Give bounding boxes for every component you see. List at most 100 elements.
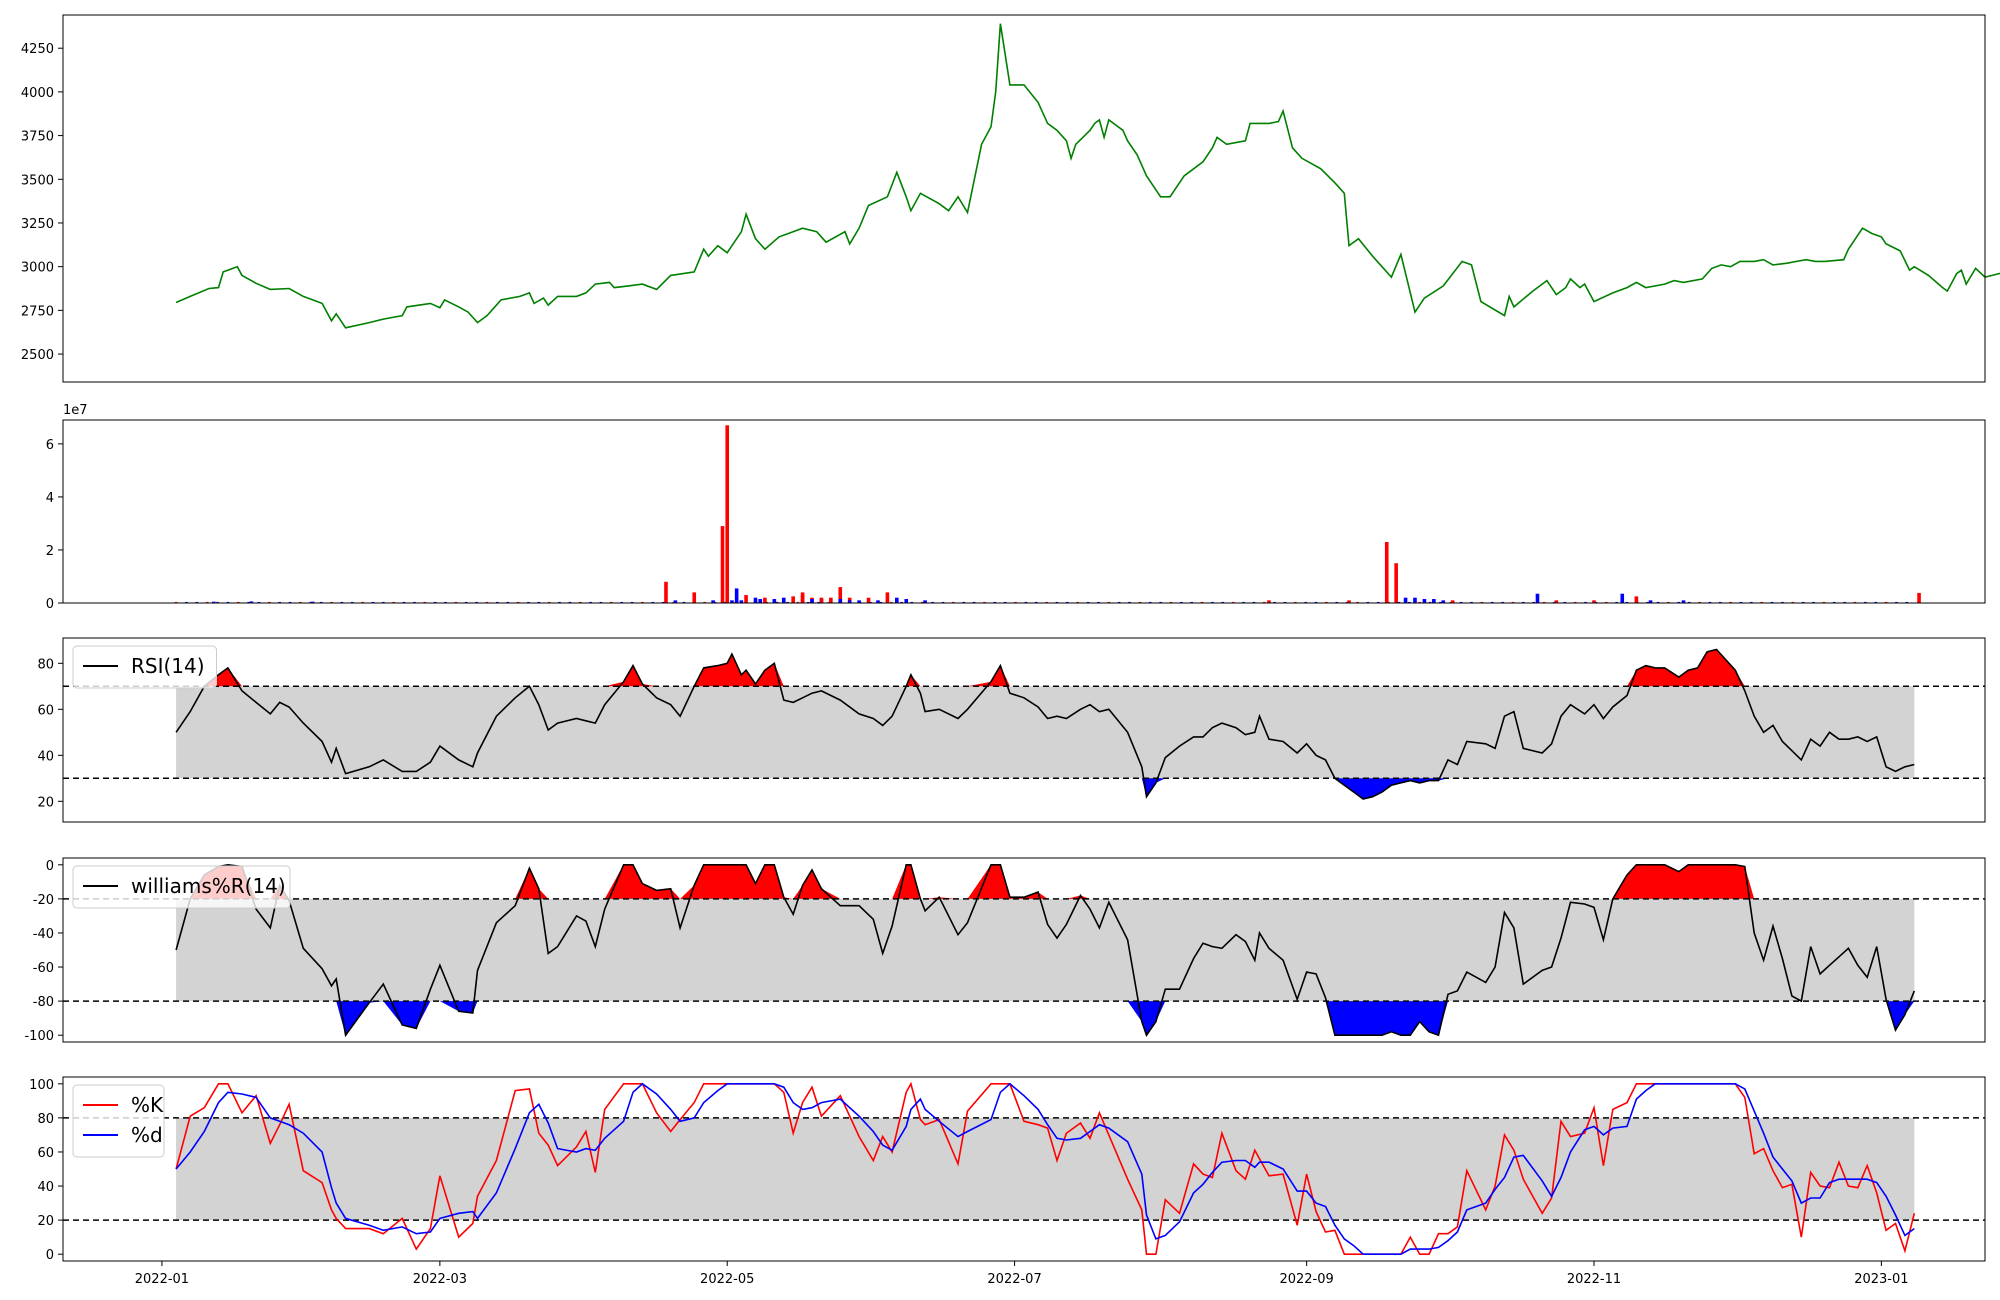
volume-bar <box>786 601 789 603</box>
volume-bar <box>1180 601 1183 603</box>
price-line <box>175 23 2000 329</box>
volume-bar <box>1843 601 1846 603</box>
volume-bar <box>753 597 758 603</box>
volume-bar <box>589 601 592 603</box>
volume-bar <box>692 592 697 603</box>
volume-bar <box>464 601 468 603</box>
volume-bar <box>382 601 385 603</box>
volume-bar <box>1677 601 1681 603</box>
volume-bar <box>268 601 271 603</box>
volume-bar <box>869 601 872 603</box>
volume-frame <box>62 419 1986 604</box>
volume-bar <box>340 601 344 603</box>
volume-bar <box>1169 601 1173 603</box>
volume-bar <box>1553 601 1556 603</box>
volume-ytick-label: 2 <box>46 544 54 559</box>
volume-bar <box>1200 601 1204 603</box>
volume-bar <box>402 601 406 603</box>
williams-overbought-fill <box>176 864 1915 899</box>
volume-bar <box>195 601 199 603</box>
williams-ytick-label: -40 <box>33 927 54 942</box>
volume-bar <box>703 601 706 603</box>
price-ytick-label: 3750 <box>21 130 54 145</box>
volume-bar <box>1387 601 1390 603</box>
volume-bar <box>672 601 675 603</box>
volume-bar <box>800 595 805 603</box>
volume-bar <box>641 601 644 603</box>
rsi-frame <box>62 637 1986 823</box>
stoch-legend-label: %K <box>131 1093 164 1117</box>
volume-bar <box>1620 593 1625 603</box>
volume-bar <box>1490 601 1494 603</box>
price-ytick-label: 2500 <box>21 348 54 363</box>
volume-bar <box>1432 599 1436 603</box>
volume-bar <box>1895 601 1898 603</box>
volume-bar <box>1535 593 1540 603</box>
williams-ytick-label: -80 <box>33 995 54 1010</box>
volume-bar <box>1314 601 1318 603</box>
volume-bar <box>876 600 880 603</box>
rsi-ytick-label: 80 <box>37 657 54 672</box>
volume-bar <box>827 601 831 603</box>
x-tick-label: 2022-01 <box>135 1272 189 1287</box>
volume-bar <box>1532 601 1536 603</box>
price-frame <box>62 14 1986 383</box>
price-ytick-label: 4250 <box>21 42 54 57</box>
x-tick-label: 2022-03 <box>413 1272 467 1287</box>
volume-bar <box>765 601 769 603</box>
volume-bar <box>900 601 903 603</box>
volume-bar <box>772 599 777 603</box>
volume-bar <box>1408 601 1411 603</box>
volume-bar <box>620 601 623 603</box>
volume-bar <box>1024 601 1028 603</box>
volume-bar <box>288 601 292 603</box>
volume-bar <box>1634 596 1639 603</box>
rsi-panel: 20 40 60 80 RSI(14) <box>37 637 1986 823</box>
volume-bar <box>781 597 786 603</box>
volume-bar <box>1356 601 1359 603</box>
stoch-legend <box>72 1084 165 1158</box>
volume-bar <box>1750 601 1753 603</box>
williams-frame <box>62 857 1986 1043</box>
rsi-legend <box>72 645 217 689</box>
volume-bar <box>682 601 686 603</box>
volume-bar <box>775 601 779 603</box>
volume-bar <box>1117 601 1121 603</box>
volume-bar <box>838 599 843 603</box>
volume-bar <box>1884 601 1888 603</box>
volume-bar <box>568 601 572 603</box>
volume-bar <box>651 601 655 603</box>
volume-bar <box>1345 601 1349 603</box>
volume-bar <box>1615 601 1618 603</box>
volume-bar <box>1441 600 1446 603</box>
volume-bar <box>1418 601 1422 603</box>
volume-bar <box>744 595 748 603</box>
x-tick-label: 2022-11 <box>1567 1272 1621 1287</box>
volume-bar <box>1822 601 1826 603</box>
volume-bar <box>1267 600 1271 603</box>
volume-panel: 0 2 4 6 1e7 <box>46 403 1986 612</box>
volume-bar <box>1366 601 1370 603</box>
williams-ytick-label: -20 <box>33 893 54 908</box>
volume-bar <box>1128 601 1131 603</box>
volume-bar <box>1470 601 1473 603</box>
williams-oversold-fill <box>176 1001 1915 1036</box>
volume-bar <box>309 601 313 603</box>
volume-bar <box>1347 600 1351 603</box>
volume-bar <box>1076 601 1080 603</box>
williams-ytick-label: 0 <box>46 859 54 874</box>
volume-bar <box>1625 601 1629 603</box>
volume-bar <box>910 601 914 603</box>
volume-bar <box>299 601 302 603</box>
stochastic-panel: 0 20 40 60 80 100 %K %d 2022-01 2022-03 2022-05 202… <box>29 1076 1986 1287</box>
volume-bar <box>226 601 230 603</box>
volume-bar <box>1770 601 1774 603</box>
williams-ytick-label: -60 <box>33 961 54 976</box>
volume-bar <box>361 601 364 603</box>
stoch-ytick-label: 20 <box>37 1214 54 1229</box>
volume-bar <box>527 601 530 603</box>
volume-bar <box>763 597 767 603</box>
volume-bar <box>1522 601 1525 603</box>
volume-bar <box>1014 601 1017 603</box>
